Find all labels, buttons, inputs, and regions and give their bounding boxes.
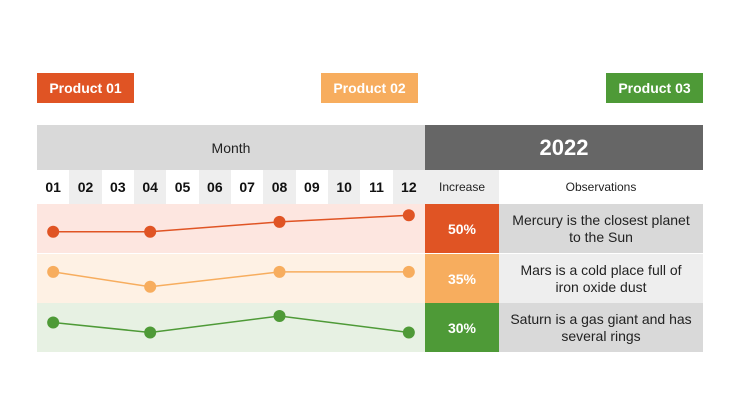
month-cell: 02 <box>69 170 102 204</box>
product-02-band <box>37 254 425 303</box>
increase-cell-03: 30% <box>425 303 499 352</box>
product-02-label: Product 02 <box>321 73 418 103</box>
data-point <box>273 309 286 322</box>
data-point <box>273 215 286 228</box>
data-point <box>273 265 286 278</box>
data-point <box>144 280 157 293</box>
increase-cell-02: 35% <box>425 254 499 303</box>
month-cell: 12 <box>392 170 425 204</box>
observation-cell-01: Mercury is the closest planet to the Sun <box>499 204 703 253</box>
data-point <box>144 326 157 339</box>
data-point <box>402 209 415 222</box>
month-cell: 08 <box>263 170 296 204</box>
series-line-3 <box>53 315 409 334</box>
month-cell: 05 <box>174 179 191 195</box>
month-cell: 11 <box>369 179 384 195</box>
month-cell: 06 <box>198 170 231 204</box>
data-point <box>47 316 60 329</box>
data-point <box>47 225 60 238</box>
product-01-label: Product 01 <box>37 73 134 103</box>
series-line-1 <box>53 214 409 233</box>
observations-header: Observations <box>499 170 703 204</box>
observation-cell-02: Mars is a cold place full of iron oxide … <box>499 254 703 303</box>
data-point <box>402 265 415 278</box>
month-cell: 03 <box>110 179 126 195</box>
month-row: 01 02 03 04 05 06 07 08 09 10 11 12 <box>37 170 425 204</box>
month-cell: 09 <box>304 179 320 195</box>
observation-cell-03: Saturn is a gas giant and has several ri… <box>499 303 703 352</box>
data-point <box>402 326 415 339</box>
month-cell: 07 <box>239 179 255 195</box>
month-cell: 04 <box>134 170 167 204</box>
year-header: 2022 <box>425 125 703 170</box>
month-cell: 01 <box>45 179 61 195</box>
month-cell: 10 <box>328 170 361 204</box>
product-03-label: Product 03 <box>606 73 703 103</box>
series-line-2 <box>53 271 409 288</box>
month-header: Month <box>37 125 425 170</box>
data-point <box>47 265 60 278</box>
increase-cell-01: 50% <box>425 204 499 253</box>
product-01-band <box>37 204 425 253</box>
data-point <box>144 225 157 238</box>
increase-header: Increase <box>425 170 499 204</box>
line-chart <box>47 209 415 339</box>
